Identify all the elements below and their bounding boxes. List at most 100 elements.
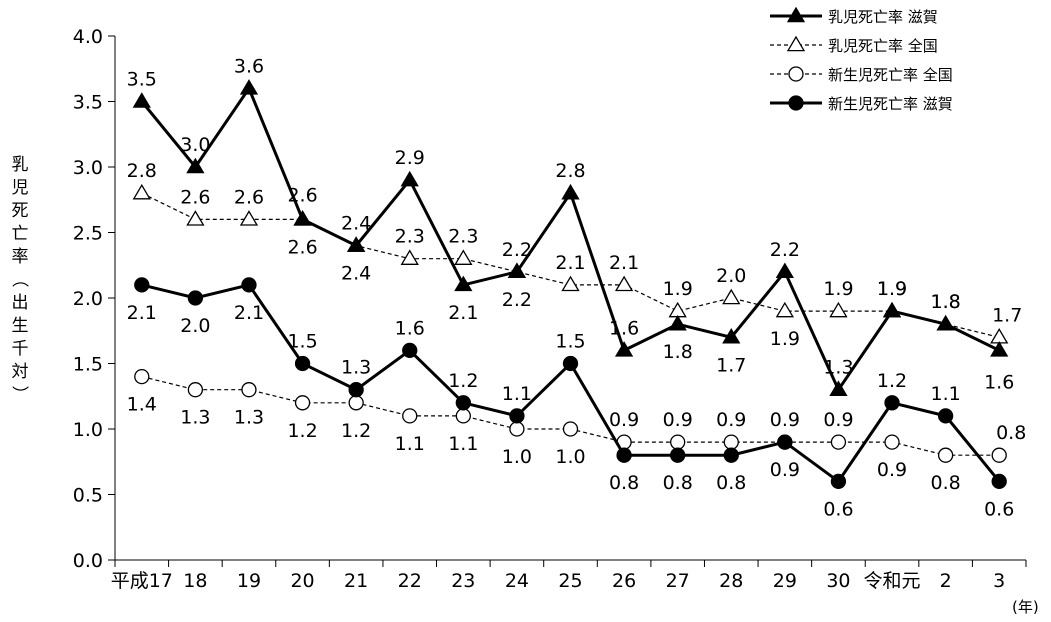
data-point <box>723 447 739 463</box>
data-label: 0.9 <box>716 409 746 431</box>
data-point <box>400 249 419 265</box>
x-tick-label: 29 <box>773 570 797 592</box>
series-layer <box>132 79 1009 490</box>
data-label: 1.2 <box>287 420 317 442</box>
legend-marker <box>788 95 804 111</box>
data-label: 2.3 <box>448 226 478 248</box>
data-point <box>134 277 150 293</box>
data-point <box>668 301 687 318</box>
data-point <box>507 262 527 279</box>
data-label: 2.0 <box>180 315 210 337</box>
y-axis-label-char: 出 <box>12 293 29 313</box>
data-label: 1.7 <box>992 304 1022 326</box>
series-1 <box>132 79 1009 396</box>
data-label: 2.2 <box>502 239 532 261</box>
data-point <box>990 328 1009 344</box>
data-label: 1.3 <box>823 357 853 379</box>
data-label: 2.1 <box>555 252 585 274</box>
series-line <box>141 192 1000 338</box>
y-axis-label-char: ） <box>9 386 29 403</box>
x-tick-label: 19 <box>237 570 261 592</box>
y-tick-label: 2.5 <box>73 223 103 245</box>
legend-item: 新生児死亡率 全国 <box>770 66 953 84</box>
data-point <box>614 341 634 357</box>
data-label: 0.9 <box>609 409 639 431</box>
data-label: 1.9 <box>877 278 907 300</box>
data-label: 1.2 <box>448 370 478 392</box>
data-point <box>239 210 259 226</box>
legend-label: 新生児死亡率 全国 <box>828 66 953 84</box>
data-label: 3.6 <box>234 55 264 77</box>
data-label: 2.2 <box>502 289 532 311</box>
legend-label: 乳児死亡率 滋賀 <box>828 8 938 26</box>
data-label: 0.8 <box>931 472 961 494</box>
data-label: 2.9 <box>395 147 425 169</box>
data-label: 1.2 <box>341 420 371 442</box>
data-label: 1.1 <box>448 433 478 455</box>
data-point <box>509 421 525 437</box>
data-label: 1.3 <box>234 407 264 429</box>
data-label: 0.9 <box>663 409 693 431</box>
data-label: 0.6 <box>823 498 853 520</box>
legend-label: 新生児死亡率 滋賀 <box>828 95 953 113</box>
data-point <box>614 275 634 292</box>
data-point <box>775 301 794 318</box>
data-label: 2.1 <box>609 252 639 274</box>
data-label: 1.6 <box>984 371 1014 393</box>
legend-marker <box>788 66 804 82</box>
data-label: 1.9 <box>823 278 853 300</box>
x-axis-unit-label: (年) <box>1012 598 1039 616</box>
x-tick-label: 2 <box>940 570 952 592</box>
data-label: 2.8 <box>555 160 585 182</box>
data-point <box>293 210 312 226</box>
legend-marker <box>786 35 806 52</box>
data-point <box>561 275 580 292</box>
data-point <box>562 355 579 372</box>
data-point <box>670 447 686 463</box>
data-label: 2.6 <box>180 186 210 208</box>
x-tick-label: 18 <box>183 570 207 592</box>
data-label: 1.8 <box>931 291 961 313</box>
y-tick-label: 3.5 <box>73 92 103 114</box>
data-label: 2.4 <box>341 213 371 235</box>
legend-item: 新生児死亡率 滋賀 <box>770 95 953 113</box>
data-label: 3.0 <box>180 134 210 156</box>
data-point <box>884 395 900 411</box>
data-point <box>670 434 686 450</box>
series-line <box>141 376 1000 456</box>
data-label: 2.1 <box>448 302 478 324</box>
data-point <box>937 447 954 463</box>
data-point <box>187 290 204 306</box>
data-point <box>829 301 848 318</box>
data-label: 0.8 <box>609 472 639 494</box>
data-label: 2.3 <box>395 226 425 248</box>
data-label: 2.8 <box>127 160 157 182</box>
data-label: 1.1 <box>502 383 532 405</box>
legend-marker <box>786 6 806 23</box>
data-point <box>830 434 847 450</box>
y-axis-label-char: 対 <box>12 362 29 382</box>
x-tick-label: 平成17 <box>111 570 173 592</box>
y-axis-label-char: 亡 <box>12 224 29 244</box>
data-label: 1.7 <box>716 354 746 376</box>
data-label: 1.9 <box>663 278 693 300</box>
x-tick-label: 3 <box>993 570 1005 592</box>
data-point <box>455 408 471 424</box>
axes: 0.0 0.5 1.0 1.5 2.0 2.5 3.0 3.5 4.0 平成17 18 19 20 21 2… <box>73 26 1027 592</box>
data-point <box>454 249 473 265</box>
data-point <box>561 183 580 200</box>
y-axis-label-char: （ <box>9 271 29 288</box>
data-point <box>402 342 418 359</box>
data-label: 0.9 <box>770 409 800 431</box>
data-label: 2.6 <box>287 236 317 258</box>
data-point <box>134 368 150 385</box>
x-tick-label: 28 <box>719 570 743 592</box>
data-point <box>562 421 579 437</box>
y-tick-label: 1.5 <box>73 354 103 376</box>
x-tick-label: 26 <box>612 570 636 592</box>
data-point <box>294 395 311 411</box>
data-point <box>239 79 259 95</box>
data-point <box>722 288 741 305</box>
legend-label: 乳児死亡率 全国 <box>828 37 938 55</box>
